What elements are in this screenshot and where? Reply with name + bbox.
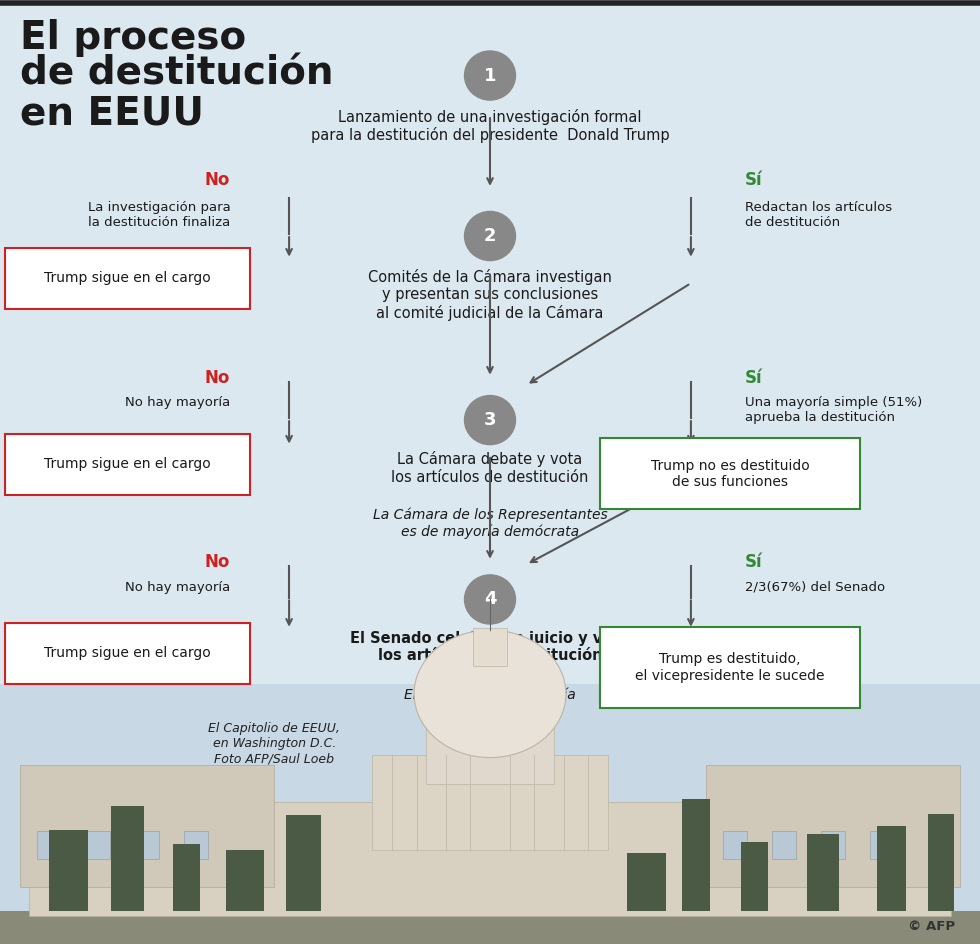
Text: La Cámara debate y vota
los artículos de destitución: La Cámara debate y vota los artículos de… (391, 451, 589, 484)
Bar (372, 755, 608, 850)
Text: El Capitolio de EEUU,
en Washington D.C.
Foto AFP/Saul Loeb: El Capitolio de EEUU, en Washington D.C.… (209, 722, 340, 766)
Text: No: No (205, 553, 230, 571)
Text: Sí: Sí (745, 369, 762, 387)
FancyBboxPatch shape (5, 434, 250, 495)
Bar (870, 831, 894, 859)
Bar (135, 831, 159, 859)
Bar (184, 831, 208, 859)
Text: El Senado es de mayoría
republicana: El Senado es de mayoría republicana (404, 687, 576, 718)
Circle shape (465, 396, 515, 445)
FancyBboxPatch shape (600, 438, 860, 510)
Bar (741, 842, 768, 911)
Bar (286, 815, 321, 911)
Text: Sí: Sí (745, 553, 762, 571)
Bar (37, 831, 61, 859)
Text: Comités de la Cámara investigan
y presentan sus conclusiones
al comité judicial : Comités de la Cámara investigan y presen… (368, 269, 612, 321)
Text: Trump no es destituido
de sus funciones: Trump no es destituido de sus funciones (651, 459, 809, 489)
Circle shape (465, 51, 515, 100)
Text: 3: 3 (484, 411, 496, 430)
FancyBboxPatch shape (5, 623, 250, 683)
Text: 4: 4 (484, 590, 496, 609)
Bar (723, 831, 747, 859)
Bar (111, 806, 144, 911)
Bar (877, 826, 906, 911)
Bar (772, 831, 796, 859)
Ellipse shape (415, 631, 566, 757)
Text: Sí: Sí (745, 171, 762, 189)
Text: Trump sigue en el cargo: Trump sigue en el cargo (44, 647, 211, 660)
Text: Una mayoría simple (51%)
aprueba la destitución: Una mayoría simple (51%) aprueba la dest… (745, 396, 922, 425)
FancyBboxPatch shape (600, 627, 860, 708)
Bar (0, 911, 980, 944)
Bar (49, 830, 88, 911)
Text: © AFP: © AFP (908, 919, 956, 933)
Text: No: No (205, 171, 230, 189)
Text: Trump sigue en el cargo: Trump sigue en el cargo (44, 272, 211, 285)
Text: No hay mayoría: No hay mayoría (125, 396, 230, 410)
Bar (927, 814, 955, 911)
Bar (29, 802, 951, 916)
Text: Trump es destituido,
el vicepresidente le sucede: Trump es destituido, el vicepresidente l… (635, 652, 825, 683)
Bar (808, 834, 839, 911)
Bar (226, 851, 264, 911)
Text: Trump sigue en el cargo: Trump sigue en el cargo (44, 458, 211, 471)
FancyBboxPatch shape (5, 247, 250, 310)
Circle shape (465, 575, 515, 624)
Bar (86, 831, 110, 859)
Text: 2: 2 (484, 227, 496, 245)
Bar (706, 765, 960, 887)
Text: La investigación para
la destitución finaliza: La investigación para la destitución fin… (87, 201, 230, 229)
Bar (20, 765, 274, 887)
Bar (682, 800, 710, 911)
Text: 1: 1 (484, 66, 496, 85)
Bar (172, 844, 200, 911)
Bar (426, 717, 554, 784)
Text: de destitución: de destitución (20, 55, 333, 93)
Circle shape (465, 211, 515, 261)
Text: 2/3(67%) del Senado: 2/3(67%) del Senado (745, 581, 885, 594)
Bar (627, 853, 666, 911)
Bar (821, 831, 845, 859)
Text: en EEUU: en EEUU (20, 94, 204, 132)
Bar (0, 684, 980, 944)
Text: El Senado celebra un juicio y vota
los artículos de destitución: El Senado celebra un juicio y vota los a… (351, 631, 629, 663)
Text: No hay mayoría: No hay mayoría (125, 581, 230, 594)
Text: No: No (205, 369, 230, 387)
Text: Redactan los artículos
de destitución: Redactan los artículos de destitución (745, 201, 892, 229)
Bar (473, 628, 507, 666)
Text: La Cámara de los Representantes
es de mayoría demócrata: La Cámara de los Representantes es de ma… (372, 508, 608, 539)
Text: El proceso: El proceso (20, 19, 246, 57)
Text: Lanzamiento de una investigación formal
para la destitución del presidente  Dona: Lanzamiento de una investigación formal … (311, 109, 669, 143)
